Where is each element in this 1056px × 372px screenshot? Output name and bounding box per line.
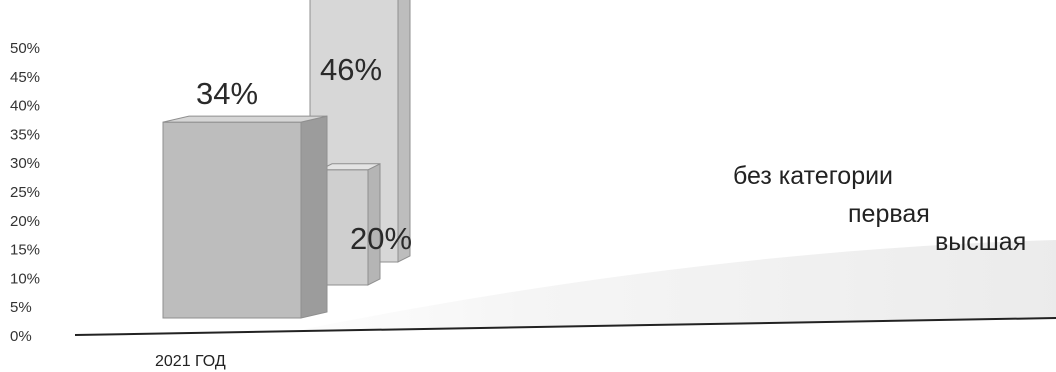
bar-bez-kategorii: [162, 115, 328, 319]
y-tick-label: 50%: [10, 40, 40, 57]
y-tick-label: 40%: [10, 98, 40, 115]
y-tick-label: 0%: [10, 328, 32, 345]
y-tick-label: 45%: [10, 69, 40, 86]
y-tick-label: 15%: [10, 242, 40, 259]
bar-top: [319, 163, 381, 171]
y-tick-label: 30%: [10, 155, 40, 172]
bar-front: [319, 169, 369, 286]
bars: [162, 0, 411, 319]
y-tick-label: 25%: [10, 184, 40, 201]
y-tick-label: 10%: [10, 270, 40, 287]
legend-item: первая: [848, 200, 930, 228]
bar-side: [300, 115, 328, 319]
y-axis: 0% 5% 10% 15% 20% 25% 30% 35% 40% 45% 50%: [10, 40, 40, 345]
bar-top: [162, 115, 328, 123]
x-axis-line: [74, 317, 1056, 336]
data-label: 34%: [196, 76, 258, 111]
bar-front: [162, 121, 302, 319]
x-axis: 2021 ГОД: [155, 353, 226, 370]
legend-item: высшая: [935, 228, 1026, 256]
y-tick-label: 5%: [10, 299, 32, 316]
data-label: 46%: [320, 52, 382, 87]
data-labels: 46% 20% 34%: [196, 52, 412, 256]
legend-item: без категории: [733, 162, 893, 190]
chart-floor: [74, 240, 1056, 336]
y-tick-label: 35%: [10, 126, 40, 143]
bar-side: [397, 0, 411, 263]
x-category-label: 2021 ГОД: [155, 353, 226, 370]
bar-pervaya: [319, 162, 381, 286]
floor-shading: [75, 240, 1056, 335]
y-tick-label: 20%: [10, 213, 40, 230]
data-label: 20%: [350, 221, 412, 256]
